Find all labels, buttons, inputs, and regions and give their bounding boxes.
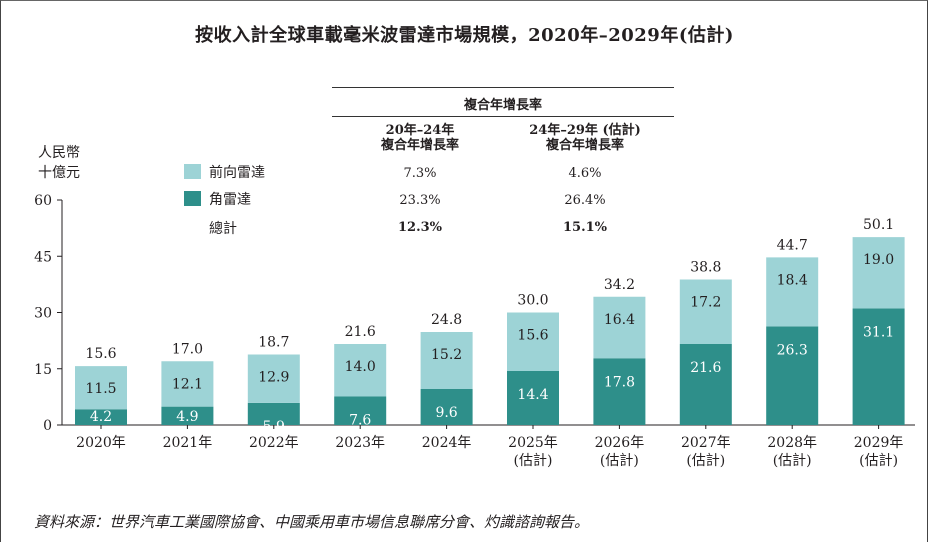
data-label-forward: 15.6	[517, 328, 548, 344]
x-tick-label: (估計)	[514, 453, 553, 469]
bar-corner-radar	[334, 396, 387, 425]
data-label-forward: 15.2	[431, 347, 462, 363]
cagr-header: 複合年增長率	[463, 98, 542, 113]
data-label-total: 18.7	[258, 335, 289, 351]
y-tick-label: 45	[34, 249, 52, 265]
bar-corner-radar	[766, 326, 819, 425]
legend-label-forward: 前向雷達	[209, 165, 265, 181]
cagr-col-head-1-line1: 20年–24年	[385, 123, 455, 138]
cagr-col-head-2-line2: 複合年增長率	[545, 138, 624, 153]
data-label-corner: 4.9	[176, 409, 198, 425]
bar-forward-radar	[75, 366, 127, 410]
legend-label-corner: 角雷達	[209, 192, 251, 208]
data-label-corner: 9.6	[435, 405, 457, 421]
data-label-corner: 4.2	[90, 409, 112, 425]
data-label-total: 24.8	[431, 312, 462, 328]
cagr-total-2024: 12.3%	[397, 220, 442, 235]
bar-forward-radar	[766, 257, 819, 327]
bar-forward-radar	[593, 296, 646, 359]
data-label-total: 38.8	[690, 260, 721, 276]
bar-corner-radar	[507, 371, 559, 425]
y-unit-label: 人民幣 十億元	[38, 143, 80, 183]
legend-label-total: 總計	[209, 221, 237, 237]
y-unit-line1: 人民幣	[38, 145, 80, 161]
cagr-col-head-2-line1: 24年–29年 (估計)	[529, 123, 641, 138]
data-label-forward: 11.5	[85, 381, 116, 397]
x-tick-label: 2029年	[854, 435, 904, 451]
x-tick-label: 2020年	[76, 435, 126, 451]
chart-title: 按收入計全球車載毫米波雷達市場規模，2020年–2029年(估計)	[195, 25, 734, 46]
x-tick-label: (估計)	[600, 453, 639, 469]
bar-forward-radar	[679, 279, 732, 344]
y-unit-line2: 十億元	[38, 165, 80, 181]
cagr-forward-2029: 4.6%	[568, 166, 602, 181]
x-tick-label: 2025年	[508, 435, 558, 451]
y-tick-label: 15	[34, 362, 52, 378]
cagr-col-head-1: 20年–24年 複合年增長率	[350, 123, 490, 153]
bar-corner-radar	[593, 358, 646, 425]
data-label-total: 15.6	[85, 346, 116, 362]
x-tick-label: 2024年	[422, 435, 472, 451]
bar-corner-radar	[161, 406, 214, 425]
data-label-total: 30.0	[517, 293, 548, 309]
data-label-forward: 17.2	[690, 295, 721, 311]
x-tick-label: 2023年	[335, 435, 385, 451]
x-tick-label: 2028年	[767, 435, 817, 451]
bar-forward-radar	[334, 344, 387, 397]
data-label-total: 34.2	[604, 277, 635, 293]
x-tick-label: 2026年	[595, 435, 645, 451]
x-tick-label: 2027年	[681, 435, 731, 451]
data-label-forward: 14.0	[345, 359, 376, 375]
bar-forward-radar	[507, 312, 559, 371]
data-label-corner: 26.3	[777, 342, 808, 358]
data-label-forward: 12.1	[172, 376, 203, 392]
cagr-corner-2024: 23.3%	[399, 193, 441, 208]
x-tick-label: (估計)	[773, 453, 812, 469]
x-tick-label: (估計)	[859, 453, 898, 469]
data-label-forward: 12.9	[258, 370, 289, 386]
bar-corner-radar	[75, 409, 127, 425]
bar-forward-radar	[420, 332, 473, 389]
x-tick-label: (估計)	[686, 453, 725, 469]
data-label-corner: 17.8	[604, 374, 635, 390]
x-tick-label: 2022年	[249, 435, 299, 451]
source-note: 資料來源：世界汽車工業國際協會、中國乘用車市場信息聯席分會、灼識諮詢報告。	[34, 513, 590, 531]
x-tick-label: 2021年	[163, 435, 213, 451]
bar-forward-radar	[161, 361, 214, 407]
legend-swatch-corner	[184, 191, 201, 206]
cagr-col-head-1-line2: 複合年增長率	[380, 138, 459, 153]
cagr-total-2029: 15.1%	[562, 220, 607, 235]
bar-corner-radar	[247, 402, 300, 425]
data-label-forward: 16.4	[604, 312, 635, 328]
data-label-total: 50.1	[863, 217, 894, 233]
data-label-total: 17.0	[172, 341, 203, 357]
data-label-corner: 21.6	[690, 360, 721, 376]
bar-corner-radar	[420, 389, 473, 425]
cagr-rule-bottom	[332, 116, 674, 117]
data-label-corner: 7.6	[349, 413, 371, 429]
data-label-total: 44.7	[777, 237, 808, 253]
y-tick-label: 0	[43, 418, 52, 434]
data-label-total: 21.6	[345, 324, 376, 340]
cagr-corner-2029: 26.4%	[564, 193, 606, 208]
bar-corner-radar	[679, 344, 732, 425]
data-label-corner: 31.1	[863, 324, 894, 340]
data-label-forward: 18.4	[777, 272, 808, 288]
cagr-rule-top	[332, 87, 674, 88]
data-label-forward: 19.0	[863, 252, 894, 268]
legend-swatch-forward	[184, 164, 201, 179]
y-tick-label: 60	[34, 193, 52, 209]
data-label-corner: 14.4	[517, 387, 548, 403]
cagr-forward-2024: 7.3%	[403, 166, 437, 181]
y-tick-label: 30	[34, 306, 52, 322]
cagr-col-head-2: 24年–29年 (估計) 複合年增長率	[505, 123, 665, 153]
bar-corner-radar	[852, 308, 905, 425]
bar-forward-radar	[852, 237, 905, 309]
bar-forward-radar	[247, 354, 300, 403]
